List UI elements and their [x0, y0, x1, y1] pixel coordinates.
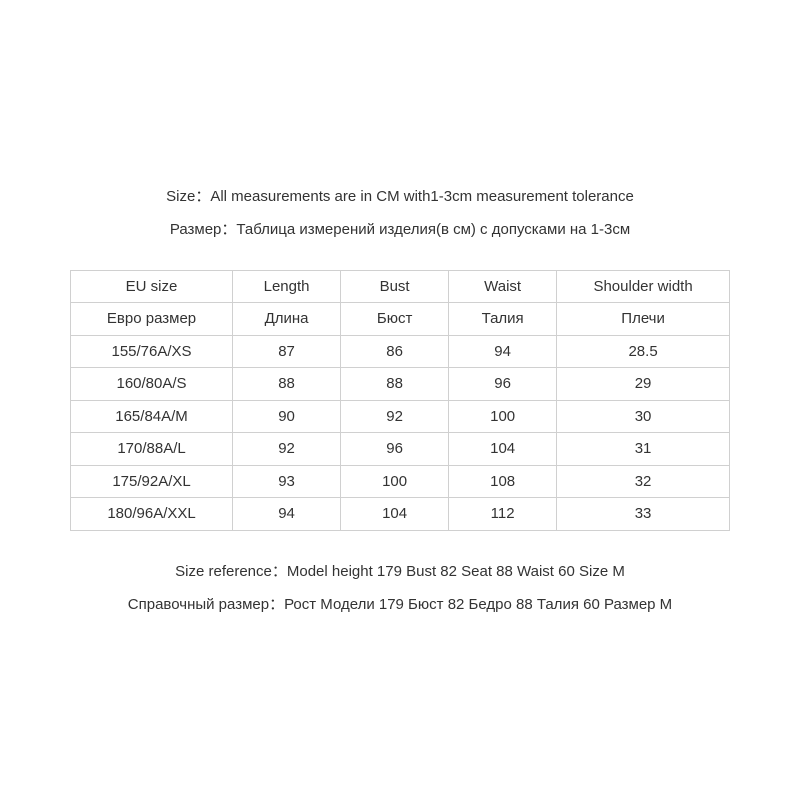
cell-shoulder: 33 [557, 498, 730, 531]
table-row: 155/76A/XS87869428.5 [71, 335, 730, 368]
header-ru-length: Длина [233, 303, 341, 336]
cell-waist: 112 [449, 498, 557, 531]
cell-length: 90 [233, 400, 341, 433]
cell-bust: 88 [341, 368, 449, 401]
cell-size: 180/96A/XXL [71, 498, 233, 531]
header-ru-bust: Бюст [341, 303, 449, 336]
footnote-block: Size reference：Model height 179 Bust 82 … [128, 555, 672, 621]
table-row: 175/92A/XL9310010832 [71, 465, 730, 498]
header-ru-size: Евро размер [71, 303, 233, 336]
intro-block: Size：All measurements are in CM with1-3c… [166, 180, 634, 246]
intro-line-ru: Размер：Таблица измерений изделия(в см) с… [166, 213, 634, 246]
cell-size: 160/80A/S [71, 368, 233, 401]
cell-waist: 100 [449, 400, 557, 433]
cell-bust: 100 [341, 465, 449, 498]
cell-size: 175/92A/XL [71, 465, 233, 498]
cell-bust: 86 [341, 335, 449, 368]
footnote-line-ru: Справочный размер：Рост Модели 179 Бюст 8… [128, 588, 672, 621]
cell-waist: 96 [449, 368, 557, 401]
size-table: EU sizeLengthBustWaistShoulder width Евро… [70, 270, 730, 531]
cell-length: 94 [233, 498, 341, 531]
cell-length: 87 [233, 335, 341, 368]
cell-shoulder: 31 [557, 433, 730, 466]
cell-size: 170/88A/L [71, 433, 233, 466]
header-en-length: Length [233, 270, 341, 303]
cell-shoulder: 29 [557, 368, 730, 401]
cell-shoulder: 30 [557, 400, 730, 433]
cell-bust: 96 [341, 433, 449, 466]
cell-size: 165/84A/M [71, 400, 233, 433]
header-ru-waist: Талия [449, 303, 557, 336]
cell-shoulder: 28.5 [557, 335, 730, 368]
cell-waist: 108 [449, 465, 557, 498]
cell-length: 88 [233, 368, 341, 401]
header-en-bust: Bust [341, 270, 449, 303]
header-en-waist: Waist [449, 270, 557, 303]
header-en-shoulder: Shoulder width [557, 270, 730, 303]
cell-shoulder: 32 [557, 465, 730, 498]
table-head: EU sizeLengthBustWaistShoulder width Евро… [71, 270, 730, 335]
cell-waist: 94 [449, 335, 557, 368]
cell-waist: 104 [449, 433, 557, 466]
table-row: 160/80A/S88889629 [71, 368, 730, 401]
cell-bust: 92 [341, 400, 449, 433]
cell-length: 93 [233, 465, 341, 498]
table-row: 180/96A/XXL9410411233 [71, 498, 730, 531]
table-row: 165/84A/M909210030 [71, 400, 730, 433]
table-row: 170/88A/L929610431 [71, 433, 730, 466]
table-body: 155/76A/XS87869428.5160/80A/S88889629165… [71, 335, 730, 530]
header-en-size: EU size [71, 270, 233, 303]
cell-length: 92 [233, 433, 341, 466]
cell-bust: 104 [341, 498, 449, 531]
header-ru-shoulder: Плечи [557, 303, 730, 336]
cell-size: 155/76A/XS [71, 335, 233, 368]
intro-line-en: Size：All measurements are in CM with1-3c… [166, 180, 634, 213]
footnote-line-en: Size reference：Model height 179 Bust 82 … [128, 555, 672, 588]
